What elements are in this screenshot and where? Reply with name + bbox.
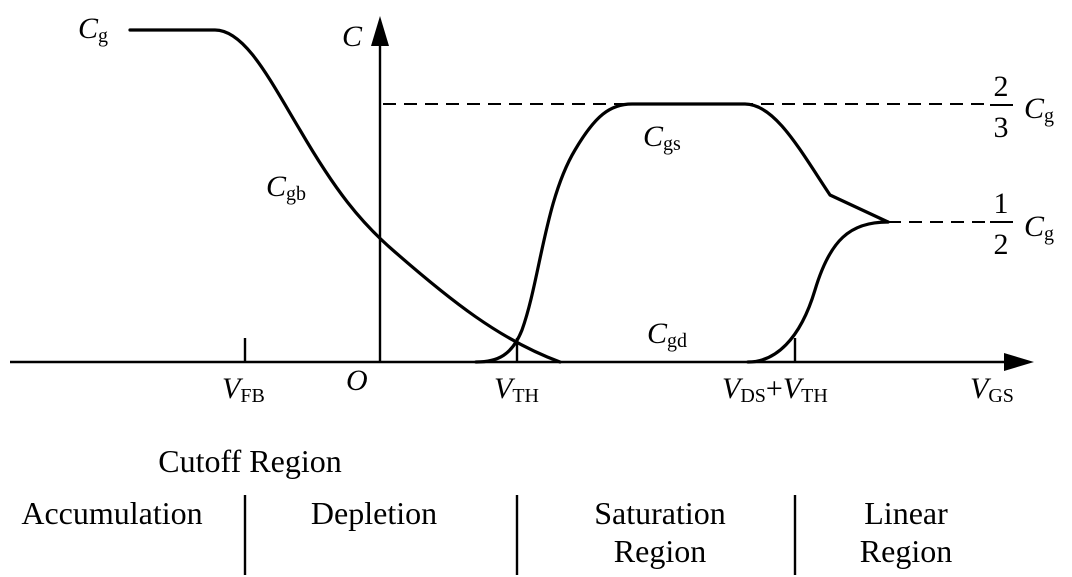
x-axis-label: VGS [970,372,1014,407]
region-labels: Cutoff Region Accumulation Depletion Sat… [21,443,952,575]
tick-marks [243,338,797,362]
accumulation-label: Accumulation [21,495,202,531]
vth-label: VTH [494,372,539,407]
cgb-curve [128,28,562,364]
y-axis-label: C [342,20,363,53]
cgs-curve [474,102,890,364]
one-half-numerator: 1 [994,187,1009,220]
saturation-region-label-line2: Region [614,533,706,569]
vds-plus-vth-label: VDS+VTH [722,372,828,407]
cutoff-region-label: Cutoff Region [158,443,341,479]
linear-region-label-line1: Linear [864,495,948,531]
axes [10,16,1034,371]
cg-label: Cg [78,12,108,47]
cgs-label: Cgs [643,120,681,155]
saturation-region-label-line1: Saturation [594,495,726,531]
one-half-cg-label: 1 2 Cg [990,187,1054,261]
reference-levels [383,103,985,223]
cgd-curve [746,220,890,364]
x-axis-arrow [1004,353,1034,371]
cgb-label: Cgb [266,170,306,205]
curve-labels: Cg Cgb Cgs Cgd [78,12,687,352]
depletion-label: Depletion [311,495,437,531]
cgd-label: Cgd [647,317,687,352]
one-half-cg-symbol: Cg [1024,210,1054,245]
axis-labels: C O VGS VFB VTH VDS+VTH [222,20,1014,407]
origin-label: O [346,364,368,397]
two-thirds-cg-symbol: Cg [1024,92,1054,127]
capacitance-curves [128,28,890,364]
two-thirds-denominator: 3 [994,111,1009,144]
two-thirds-cg-label: 2 3 Cg [990,70,1054,144]
two-thirds-numerator: 2 [994,70,1009,103]
y-axis-arrow [371,16,389,46]
linear-region-label-line2: Region [860,533,952,569]
vfb-label: VFB [222,372,265,407]
one-half-denominator: 2 [994,228,1009,261]
